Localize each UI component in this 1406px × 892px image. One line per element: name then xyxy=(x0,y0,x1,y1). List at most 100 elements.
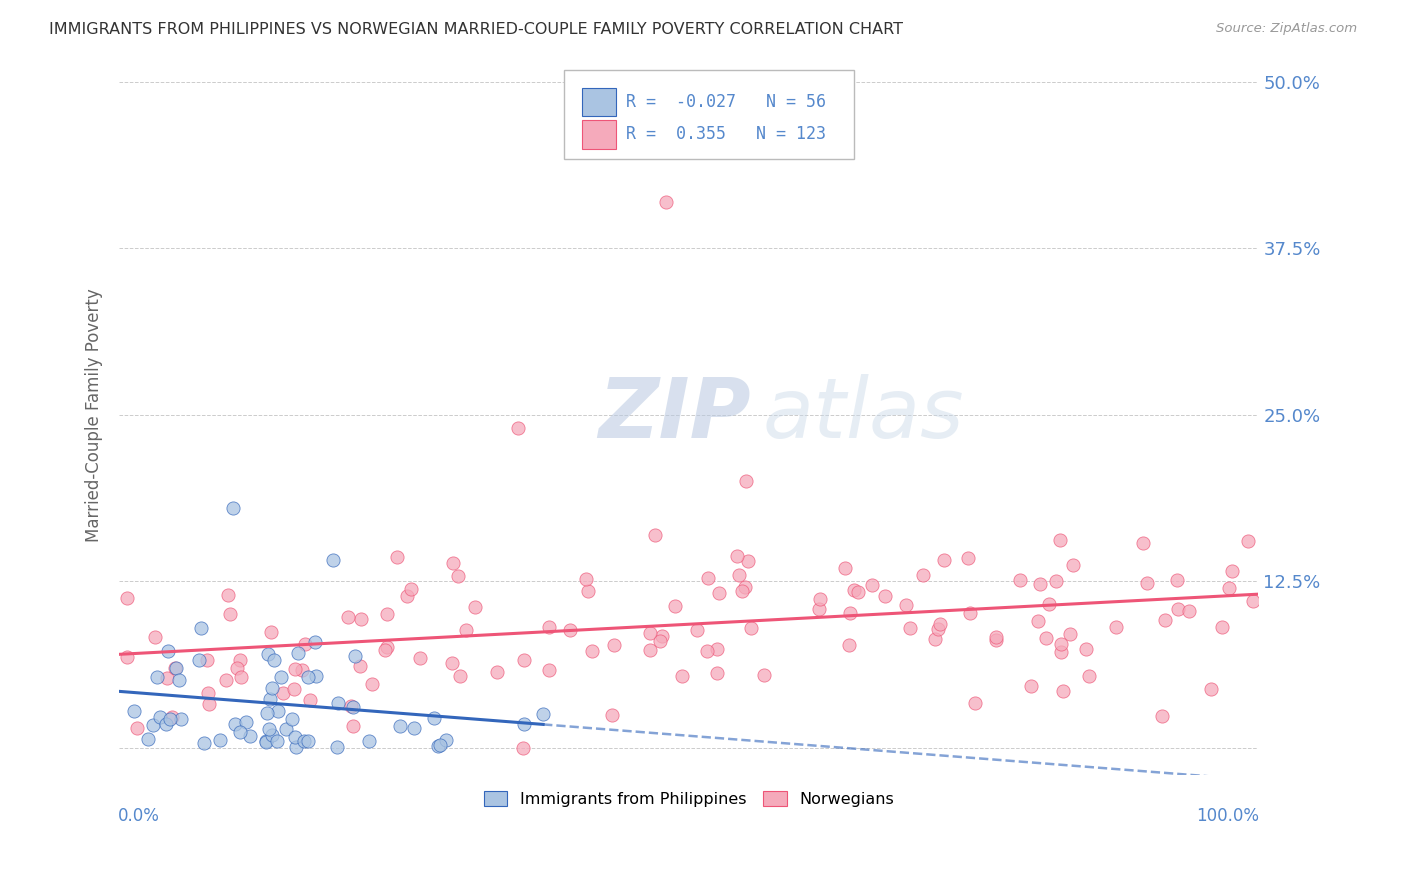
Point xyxy=(256,706,278,720)
Point xyxy=(651,629,673,643)
Point xyxy=(706,642,728,657)
Point xyxy=(434,733,457,747)
Point xyxy=(326,739,349,754)
Point xyxy=(1132,535,1154,549)
Point xyxy=(270,670,292,684)
Point xyxy=(898,621,921,635)
Point xyxy=(1028,614,1050,628)
Point xyxy=(297,670,319,684)
Point xyxy=(284,740,307,755)
Point xyxy=(725,549,748,563)
Point xyxy=(222,501,245,516)
Point xyxy=(254,734,277,748)
Y-axis label: Married-Couple Family Poverty: Married-Couple Family Poverty xyxy=(86,288,103,541)
Point xyxy=(229,724,252,739)
Point xyxy=(197,686,219,700)
Point xyxy=(115,591,138,606)
Point xyxy=(357,733,380,747)
Point xyxy=(336,610,359,624)
Point xyxy=(198,698,221,712)
Point xyxy=(266,733,288,747)
Point xyxy=(664,599,686,613)
Point xyxy=(115,649,138,664)
Point xyxy=(224,717,246,731)
Point xyxy=(155,716,177,731)
Point xyxy=(986,630,1008,644)
Point xyxy=(1059,627,1081,641)
Point xyxy=(385,550,408,565)
Point xyxy=(959,606,981,620)
Point xyxy=(538,620,561,634)
Point xyxy=(934,553,956,567)
Point xyxy=(506,421,529,435)
Point xyxy=(226,661,249,675)
Point xyxy=(730,584,752,599)
Point xyxy=(292,734,315,748)
Point xyxy=(1035,631,1057,645)
Point xyxy=(146,670,169,684)
Point xyxy=(326,697,349,711)
Point xyxy=(655,194,678,209)
Point xyxy=(373,643,395,657)
Point xyxy=(276,722,298,736)
Point xyxy=(1105,620,1128,634)
Point xyxy=(896,598,918,612)
Point xyxy=(924,632,946,646)
Point xyxy=(342,719,364,733)
Point xyxy=(1074,642,1097,657)
Point xyxy=(644,528,666,542)
Point xyxy=(122,704,145,718)
Point xyxy=(375,640,398,654)
Point xyxy=(193,736,215,750)
Point xyxy=(388,718,411,732)
Point xyxy=(427,739,450,754)
Point xyxy=(349,658,371,673)
Point xyxy=(281,713,304,727)
Point xyxy=(752,668,775,682)
Point xyxy=(650,634,672,648)
Point xyxy=(464,599,486,614)
Point xyxy=(170,712,193,726)
Point xyxy=(343,648,366,663)
Point xyxy=(512,653,534,667)
Point xyxy=(707,586,730,600)
Point xyxy=(1218,582,1240,596)
Point xyxy=(1220,564,1243,578)
Point xyxy=(737,554,759,568)
Point xyxy=(396,590,419,604)
Point xyxy=(259,691,281,706)
Point xyxy=(287,646,309,660)
Point xyxy=(1236,534,1258,549)
FancyBboxPatch shape xyxy=(582,120,616,149)
Point xyxy=(512,740,534,755)
Point xyxy=(229,670,252,684)
Point xyxy=(1178,604,1201,618)
Point xyxy=(149,710,172,724)
Point xyxy=(304,635,326,649)
Point xyxy=(267,704,290,718)
Point xyxy=(195,652,218,666)
Point xyxy=(217,588,239,602)
Legend: Immigrants from Philippines, Norwegians: Immigrants from Philippines, Norwegians xyxy=(477,785,901,814)
Point xyxy=(1166,574,1188,588)
Text: R =  0.355   N = 123: R = 0.355 N = 123 xyxy=(626,125,827,144)
Point xyxy=(1199,681,1222,696)
Point xyxy=(136,732,159,747)
Point xyxy=(576,584,599,599)
Point xyxy=(449,669,471,683)
Point xyxy=(350,612,373,626)
Point xyxy=(1152,709,1174,723)
Point xyxy=(209,733,232,747)
Point xyxy=(1211,620,1233,634)
Point xyxy=(696,644,718,658)
Point xyxy=(575,572,598,586)
Point xyxy=(263,652,285,666)
Point xyxy=(215,673,238,687)
Point xyxy=(290,663,312,677)
Point xyxy=(165,661,187,675)
Point xyxy=(260,624,283,639)
Text: IMMIGRANTS FROM PHILIPPINES VS NORWEGIAN MARRIED-COUPLE FAMILY POVERTY CORRELATI: IMMIGRANTS FROM PHILIPPINES VS NORWEGIAN… xyxy=(49,22,903,37)
Point xyxy=(342,699,364,714)
Point xyxy=(360,677,382,691)
Point xyxy=(1050,645,1073,659)
